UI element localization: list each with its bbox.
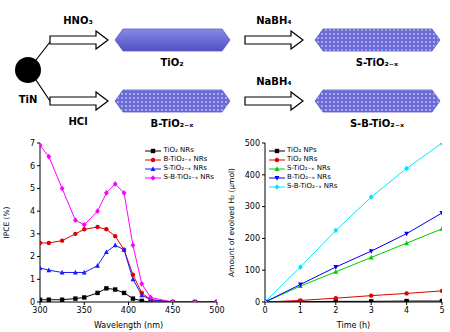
svg-text:4: 4 — [30, 207, 35, 216]
svg-text:Time (h): Time (h) — [336, 321, 370, 330]
svg-text:6: 6 — [30, 162, 35, 171]
svg-text:NaBH₄: NaBH₄ — [256, 15, 292, 26]
html-text:B-TiO₂₋ₓ NRs: B-TiO₂₋ₓ NRs — [163, 155, 208, 163]
svg-text:1: 1 — [298, 306, 303, 315]
svg-text:500: 500 — [209, 306, 224, 315]
svg-text:HCl: HCl — [68, 116, 87, 127]
svg-text:350: 350 — [77, 306, 92, 315]
svg-text:200: 200 — [245, 234, 260, 243]
svg-text:0: 0 — [30, 298, 35, 307]
svg-text:B-TiO₂₋ₓ: B-TiO₂₋ₓ — [151, 118, 195, 129]
html-text:TiO₂ NRs: TiO₂ NRs — [163, 146, 194, 154]
svg-text:450: 450 — [165, 306, 180, 315]
html-text:S-TiO₂₋ₓ NRs: S-TiO₂₋ₓ NRs — [287, 164, 331, 172]
svg-text:S-TiO₂₋ₓ: S-TiO₂₋ₓ — [356, 57, 399, 68]
svg-text:HNO₃: HNO₃ — [63, 15, 93, 26]
svg-text:4: 4 — [404, 306, 409, 315]
svg-text:2: 2 — [30, 252, 35, 261]
svg-text:300: 300 — [245, 202, 260, 211]
svg-text:0: 0 — [255, 298, 260, 307]
svg-text:Wavelength (nm): Wavelength (nm) — [94, 321, 163, 330]
html-text:TiO₂ NRs: TiO₂ NRs — [287, 155, 318, 163]
svg-text:300: 300 — [32, 306, 47, 315]
html-text:S-B-TiO₂₋ₓ NRs: S-B-TiO₂₋ₓ NRs — [287, 182, 338, 190]
svg-text:5: 5 — [439, 306, 444, 315]
svg-text:TiN: TiN — [19, 94, 38, 105]
svg-text:S-B-TiO₂₋ₓ: S-B-TiO₂₋ₓ — [350, 118, 405, 129]
svg-text:7: 7 — [30, 139, 35, 148]
html-text:TiO₂ NPs: TiO₂ NPs — [287, 146, 317, 154]
html-text:S-TiO₂₋ₓ NRs: S-TiO₂₋ₓ NRs — [163, 164, 207, 172]
svg-text:0: 0 — [262, 306, 267, 315]
svg-text:5: 5 — [30, 184, 35, 193]
svg-text:2: 2 — [333, 306, 338, 315]
svg-text:100: 100 — [245, 266, 260, 275]
svg-text:1: 1 — [30, 275, 35, 284]
html-text:S-B-TiO₂₋ₓ NRs: S-B-TiO₂₋ₓ NRs — [163, 173, 214, 181]
svg-text:400: 400 — [121, 306, 136, 315]
svg-text:3: 3 — [369, 306, 374, 315]
svg-text:NaBH₄: NaBH₄ — [256, 76, 292, 87]
svg-text:400: 400 — [245, 171, 260, 180]
svg-text:IPCE (%): IPCE (%) — [2, 206, 11, 238]
svg-text:TiO₂: TiO₂ — [160, 57, 183, 68]
svg-text:500: 500 — [245, 139, 260, 148]
svg-text:Amount of evolved H₂ (μmol): Amount of evolved H₂ (μmol) — [227, 168, 236, 277]
html-text:B-TiO₂₋ₓ NRs: B-TiO₂₋ₓ NRs — [287, 173, 331, 181]
svg-text:3: 3 — [30, 230, 35, 239]
